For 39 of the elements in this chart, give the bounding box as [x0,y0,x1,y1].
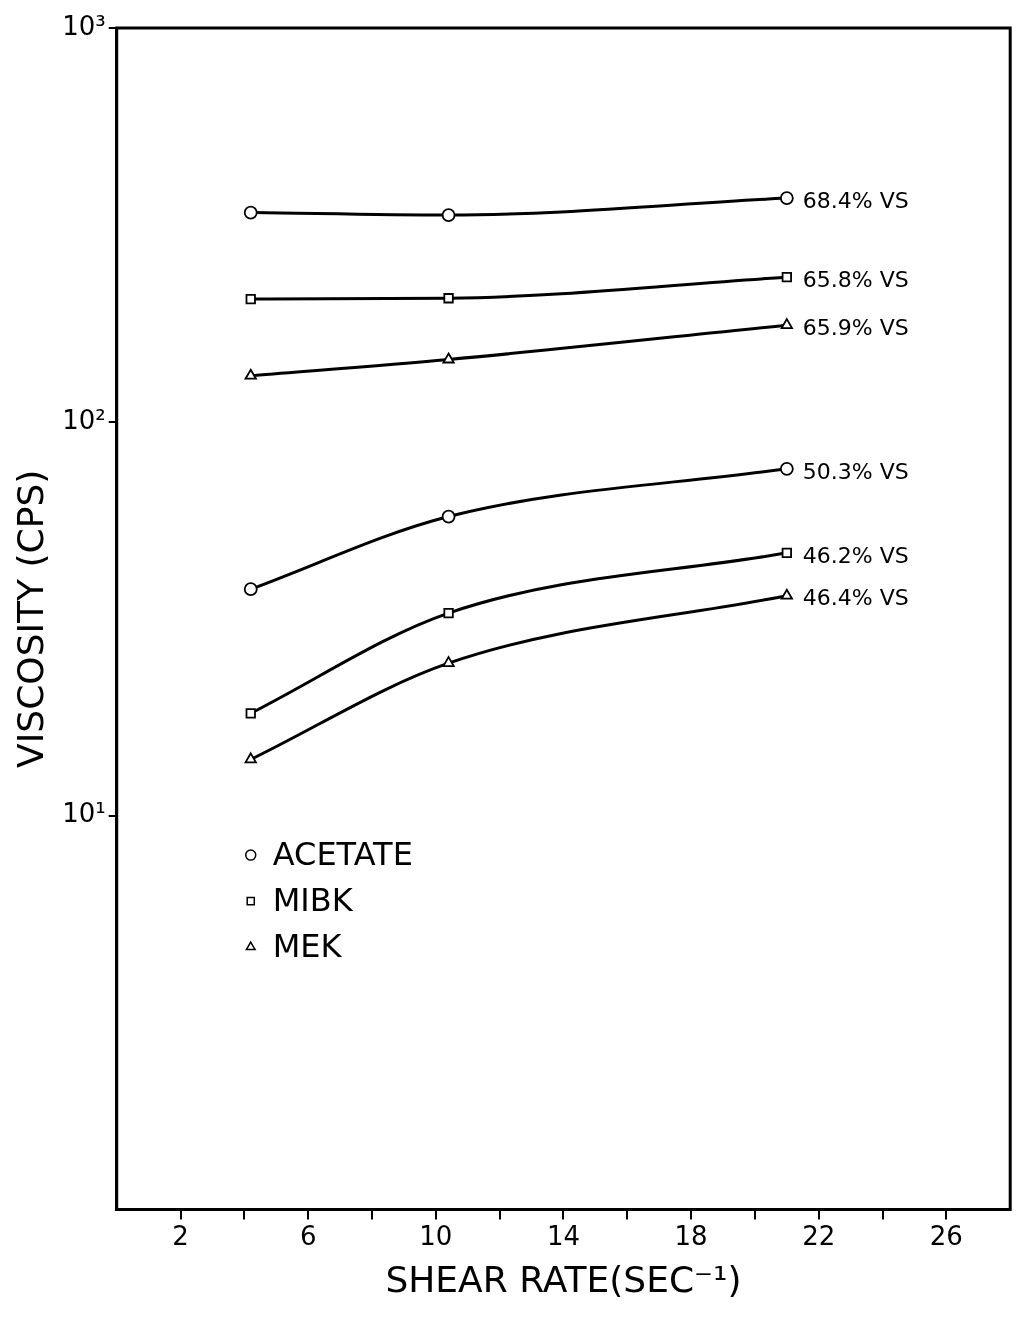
point [441,509,456,524]
annotation: 65.8% VS [802,266,909,292]
point [442,352,455,364]
x-tick-label: 2 [172,1220,189,1251]
point [244,752,257,764]
legend-label: MEK [272,927,343,966]
point [244,368,257,380]
point [780,588,793,600]
x-tick-label: 14 [546,1220,580,1251]
point [243,205,258,220]
point [779,191,794,205]
y-tick-label: 10² [62,404,106,435]
legend-label: ACETATE [272,835,413,874]
x-tick-label: 22 [802,1220,836,1251]
x-tick-label: 18 [674,1220,708,1251]
point [243,582,258,597]
y-tick-label: 10¹ [62,798,106,829]
x-tick-label: 10 [419,1220,453,1251]
annotation: 46.4% VS [802,585,909,611]
point [781,272,792,283]
point [780,318,793,330]
y-axis-title: VISCOSITY (CPS) [9,469,51,768]
annotation: 46.2% VS [802,542,909,568]
point [441,208,456,222]
point [245,708,256,719]
point [442,656,455,668]
point [443,607,454,619]
y-tick-label: 10³ [62,10,106,41]
point [443,293,454,304]
point [245,293,256,305]
point [779,461,794,476]
annotation: 65.9% VS [802,314,909,340]
x-tick-label: 6 [299,1220,317,1251]
x-axis-title: SHEAR RATE(SEC⁻¹) [385,1258,742,1300]
annotation: 50.3% VS [802,458,909,484]
annotation: 68.4% VS [802,187,909,213]
x-tick-label: 26 [929,1220,963,1251]
point [781,547,792,558]
legend-label: MIBK [272,881,354,920]
